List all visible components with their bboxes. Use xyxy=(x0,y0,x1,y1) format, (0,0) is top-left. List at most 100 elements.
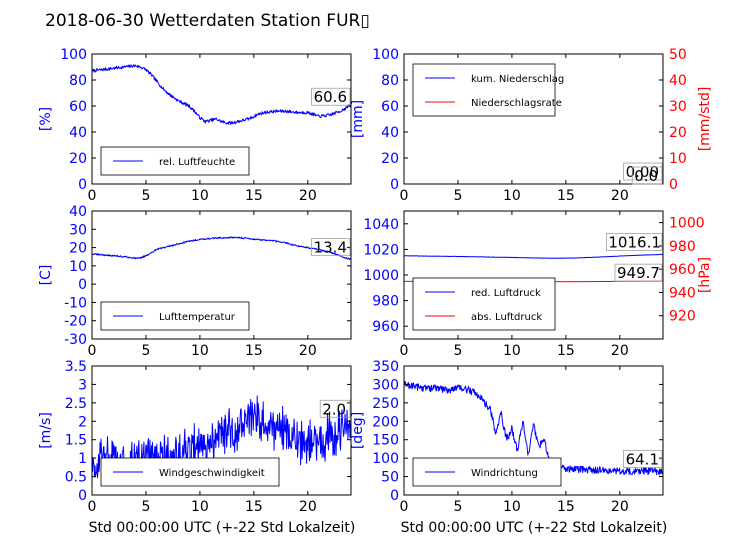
series-line-temperature-0 xyxy=(92,236,351,261)
last-value-label-box xyxy=(311,238,351,257)
last-value-label-box xyxy=(623,449,663,468)
y-right-tick-label: 980 xyxy=(669,239,696,255)
y-right-tick-label: 20 xyxy=(669,125,687,141)
y-axis-label: [deg] xyxy=(350,412,366,449)
x-axis-label-right: Std 00:00:00 UTC (+-22 Std Lokalzeit) xyxy=(401,520,668,536)
legend-box xyxy=(412,63,556,117)
y-axis-label: [m/s] xyxy=(38,412,54,449)
y-tick-label: 2 xyxy=(78,414,87,430)
y-right-tick-label: 0 xyxy=(669,177,678,193)
y-tick-label: 1 xyxy=(78,451,87,467)
legend-label: Windgeschwindigkeit xyxy=(159,468,265,479)
legend-box xyxy=(412,457,562,487)
panel-windspeed: 0 5 10 15 2000.511.522.533.5[m/s]Windgeschwi… xyxy=(38,359,352,515)
y-right-tick-label: 920 xyxy=(669,309,696,325)
x-tick-label: 10 xyxy=(503,499,521,515)
x-tick-label: 0 xyxy=(400,188,409,204)
y-tick-label: 0 xyxy=(390,488,399,504)
plot-frame-windspeed xyxy=(91,365,352,496)
panel-winddir: 0 5 10 15 20050100150200250300350[deg]Windri… xyxy=(350,359,664,515)
x-tick-label: 5 xyxy=(453,499,462,515)
last-value-label-right-box xyxy=(614,263,663,282)
x-tick-label: 15 xyxy=(245,499,263,515)
x-tick-label: 5 xyxy=(141,499,150,515)
legend-label: Lufttemperatur xyxy=(159,312,236,323)
y-tick-label: 1020 xyxy=(363,242,399,258)
plot-frame-precip xyxy=(403,53,664,185)
x-tick-label: 15 xyxy=(557,343,575,359)
y-right-tick-label: 960 xyxy=(669,262,696,278)
x-tick-label: 10 xyxy=(191,343,209,359)
y-right-tick-label: 40 xyxy=(669,73,687,89)
x-tick-label: 10 xyxy=(191,499,209,515)
y-tick-label: 3.5 xyxy=(65,359,87,375)
y-tick-label: -30 xyxy=(64,332,87,348)
legend-pressure: red. Luftdruck abs. Luftdruck xyxy=(412,277,556,331)
x-tick-label: 5 xyxy=(141,188,150,204)
legend-label: red. Luftdruck xyxy=(471,288,541,299)
y-tick-label: 980 xyxy=(372,294,399,310)
y-tick-label: 30 xyxy=(69,222,87,238)
plot-frame-temperature xyxy=(91,210,352,340)
y-tick-label: 0 xyxy=(390,177,399,193)
y-tick-label: 10 xyxy=(69,259,87,275)
x-axis-label-left: Std 00:00:00 UTC (+-22 Std Lokalzeit) xyxy=(89,520,356,536)
last-value-label-box xyxy=(311,87,351,106)
y-tick-label: 20 xyxy=(69,241,87,257)
y-tick-label: 0 xyxy=(78,177,87,193)
y-tick-label: 80 xyxy=(69,73,87,89)
y-tick-label: 150 xyxy=(372,433,399,449)
chart-title: 2018-06-30 Wetterdaten Station FUR▯ xyxy=(45,11,370,31)
x-tick-label: 15 xyxy=(245,188,263,204)
x-tick-label: 20 xyxy=(611,343,629,359)
y-tick-label: 100 xyxy=(60,47,87,63)
x-tick-label: 10 xyxy=(503,343,521,359)
x-tick-label: 5 xyxy=(453,343,462,359)
x-tick-label: 15 xyxy=(557,188,575,204)
y-tick-label: 40 xyxy=(69,204,87,220)
y-tick-label: -20 xyxy=(64,314,87,330)
y-tick-label: 40 xyxy=(381,125,399,141)
panel-pressure: 0 5 10 15 20 960 980 1000 1020 1040 920 940 960 980 10… xyxy=(363,210,713,359)
legend-label: rel. Luftfeuchte xyxy=(159,157,235,168)
x-tick-label: 20 xyxy=(299,499,317,515)
legend-winddir: Windrichtung xyxy=(412,457,562,487)
legend-windspeed: Windgeschwindigkeit xyxy=(100,457,280,487)
plot-frame-humidity xyxy=(91,53,352,185)
last-value-label: 64.1 xyxy=(626,450,659,468)
last-value-label: 60.6 xyxy=(314,88,347,106)
panel-humidity: 0 5 10 15 20 0 20 40 60 80 100 [%] rel. Luftfeuchte 6… xyxy=(38,47,352,204)
y-tick-label: 20 xyxy=(69,151,87,167)
y-tick-label: 0 xyxy=(78,277,87,293)
x-tick-label: 0 xyxy=(400,343,409,359)
y-right-tick-label: 10 xyxy=(669,151,687,167)
y-axis-label: [mm] xyxy=(350,100,366,138)
y-tick-label: 100 xyxy=(372,47,399,63)
y-tick-label: 60 xyxy=(69,99,87,115)
legend-precip: kum. Niederschlag Niederschlagsrate xyxy=(412,63,564,117)
y-axis-label: [C] xyxy=(38,265,54,286)
y-tick-label: 3 xyxy=(78,377,87,393)
y-tick-label: 50 xyxy=(381,470,399,486)
x-tick-label: 15 xyxy=(557,499,575,515)
y-tick-label: 1040 xyxy=(363,217,399,233)
last-value-label: 2.0 xyxy=(322,400,346,418)
x-tick-label: 20 xyxy=(299,188,317,204)
y-right-tick-label: 1000 xyxy=(669,216,705,232)
legend-label: kum. Niederschlag xyxy=(471,74,564,85)
y-tick-label: 40 xyxy=(69,125,87,141)
y-tick-label: 1.5 xyxy=(65,433,87,449)
y-right-tick-label: 50 xyxy=(669,47,687,63)
y-tick-label: 20 xyxy=(381,151,399,167)
y-tick-label: 80 xyxy=(381,73,399,89)
y-tick-label: 350 xyxy=(372,359,399,375)
legend-temperature: Lufttemperatur xyxy=(100,301,250,331)
series-line-pressure-0 xyxy=(404,253,663,259)
last-value-label-right: 0.0 xyxy=(634,167,658,185)
y-tick-label: 200 xyxy=(372,414,399,430)
x-tick-label: 10 xyxy=(503,188,521,204)
x-tick-label: 0 xyxy=(88,343,97,359)
legend-humidity: rel. Luftfeuchte xyxy=(100,146,250,176)
x-tick-label: 10 xyxy=(191,188,209,204)
